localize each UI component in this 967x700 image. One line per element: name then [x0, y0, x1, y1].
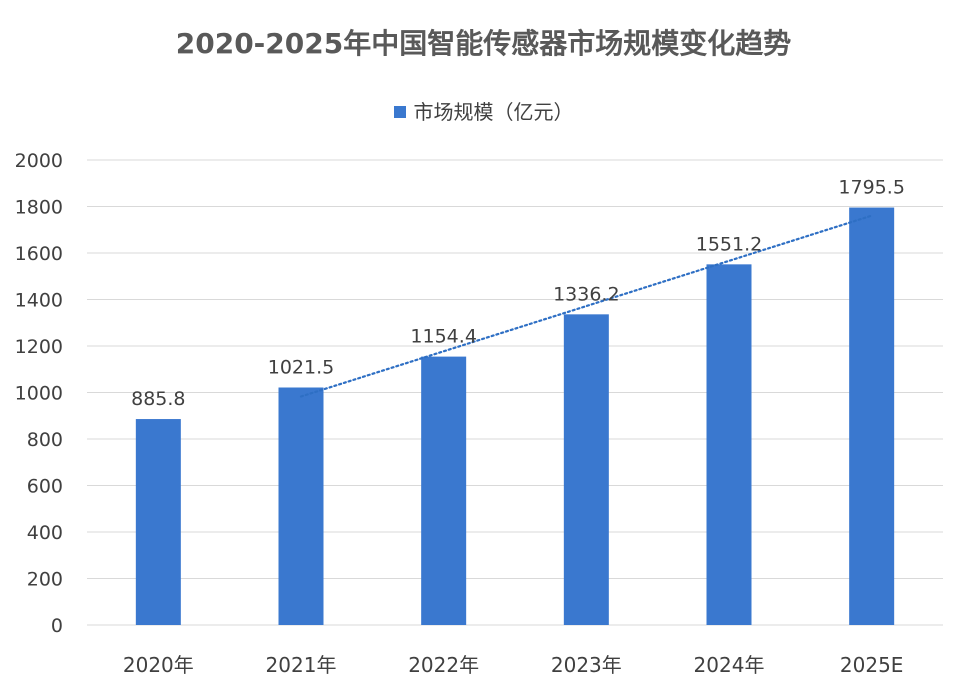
y-tick-label: 400 [27, 522, 63, 544]
x-tick-label: 2023年 [551, 653, 622, 677]
legend-label: 市场规模（亿元） [413, 100, 574, 124]
legend-swatch [393, 105, 406, 118]
x-tick-label: 2025E [840, 653, 904, 677]
x-tick-label: 2021年 [266, 653, 337, 677]
bar [706, 264, 752, 625]
legend: 市场规模（亿元） [0, 96, 967, 125]
x-tick-label: 2020年 [123, 653, 194, 677]
chart-title: 2020-2025年中国智能传感器市场规模变化趋势 [175, 27, 792, 60]
bar [135, 419, 181, 625]
trendline [299, 214, 873, 398]
data-label: 1795.5 [838, 177, 904, 199]
data-label: 1336.2 [553, 283, 619, 305]
y-tick-label: 800 [27, 429, 63, 451]
data-label: 1021.5 [268, 357, 334, 379]
y-tick-label: 200 [27, 569, 63, 591]
bar [278, 387, 324, 625]
y-tick-label: 1400 [15, 290, 63, 312]
y-tick-label: 1000 [15, 383, 63, 405]
bar [563, 314, 609, 625]
x-tick-label: 2022年 [408, 653, 479, 677]
bar [421, 356, 467, 625]
y-tick-label: 1800 [15, 197, 63, 219]
bar [849, 207, 895, 625]
data-label: 1154.4 [410, 326, 476, 348]
y-tick-label: 600 [27, 476, 63, 498]
x-tick-label: 2024年 [694, 653, 765, 677]
data-label: 885.8 [131, 388, 185, 410]
y-tick-label: 1600 [15, 243, 63, 265]
data-label: 1551.2 [696, 233, 762, 255]
y-tick-label: 2000 [15, 150, 63, 172]
y-tick-label: 1200 [15, 336, 63, 358]
y-tick-label: 0 [51, 615, 63, 637]
